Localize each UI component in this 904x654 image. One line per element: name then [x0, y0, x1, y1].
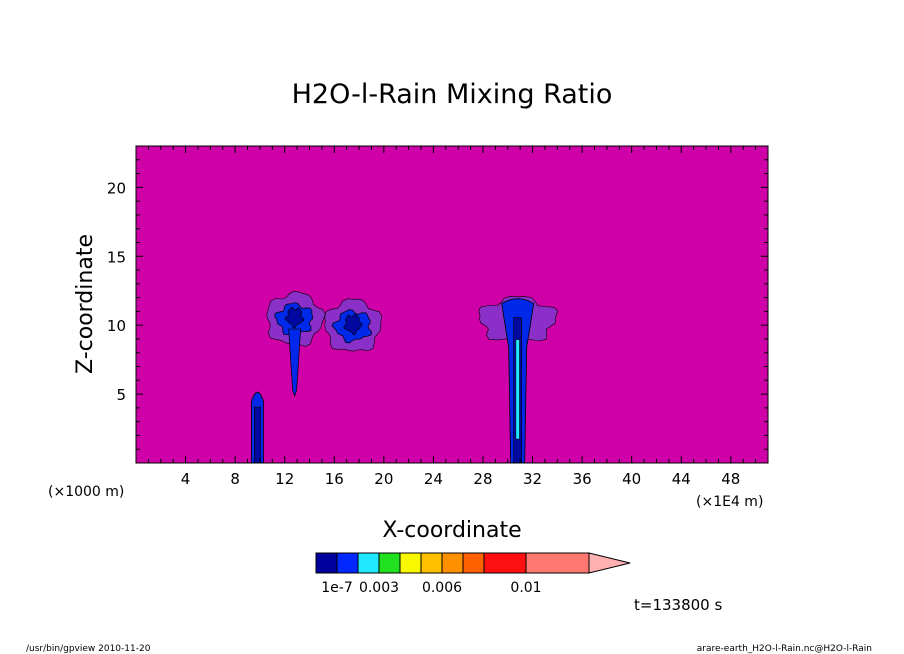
rain-shaft: [251, 391, 264, 464]
x-unit-right: (×1E4 m): [696, 494, 763, 510]
chart-title: H2O-l-Rain Mixing Ratio: [292, 79, 613, 110]
x-tick-label: 24: [424, 470, 443, 488]
x-tick-label: 40: [622, 470, 641, 488]
x-tick-label: 36: [573, 470, 592, 488]
x-tick-label: 48: [721, 470, 740, 488]
colorbar-segment: [336, 552, 359, 574]
x-tick-label: 28: [473, 470, 492, 488]
x-tick-label: 32: [523, 470, 542, 488]
colorbar-label: 0.006: [422, 580, 462, 596]
y-axis-ticks: 5 10 15 20: [107, 159, 768, 450]
rain-shaft: [478, 295, 559, 464]
colorbar-segment: [483, 552, 527, 574]
footer-left: /usr/bin/gpview 2010-11-20: [26, 644, 151, 654]
colorbar-segment: [462, 552, 485, 574]
plot-frame: [135, 145, 769, 464]
colorbar-segment: [441, 552, 464, 574]
y-axis-label: Z-coordinate: [73, 234, 98, 374]
colorbar-label: 0.01: [510, 580, 541, 596]
rain-cloud: [266, 290, 326, 398]
footer-right: arare-earth_H2O-l-Rain.nc@H2O-l-Rain: [697, 644, 872, 654]
colorbar-segment: [378, 552, 401, 574]
colorbar-extension: [588, 552, 631, 574]
x-tick-label: 8: [230, 470, 240, 488]
rain-cloud: [324, 298, 383, 352]
y-tick-label: 15: [107, 248, 126, 266]
colorbar-segment: [357, 552, 380, 574]
colorbar-segment: [525, 552, 590, 574]
x-tick-label: 16: [325, 470, 344, 488]
x-axis-ticks: 4 8 12 16 20 24 28 32 36 40 44 48: [147, 146, 757, 488]
colorbar-segment: [420, 552, 443, 574]
colorbar-segment: [315, 552, 338, 574]
colorbar-label: 1e-7: [321, 580, 352, 596]
x-tick-label: 4: [181, 470, 191, 488]
y-tick-label: 5: [116, 386, 126, 404]
cloud-features: [251, 290, 559, 464]
colorbar: 1e-7 0.003 0.006 0.01: [315, 552, 631, 596]
plot-area: [136, 146, 768, 463]
x-axis-label: X-coordinate: [382, 518, 521, 543]
time-label: t=133800 s: [634, 596, 722, 614]
colorbar-label: 0.003: [359, 580, 399, 596]
x-unit-left: (×1000 m): [48, 484, 124, 500]
x-tick-label: 12: [275, 470, 294, 488]
x-tick-label: 44: [672, 470, 691, 488]
y-tick-label: 20: [107, 179, 126, 197]
x-tick-label: 20: [374, 470, 393, 488]
y-tick-label: 10: [107, 317, 126, 335]
colorbar-segment: [399, 552, 422, 574]
